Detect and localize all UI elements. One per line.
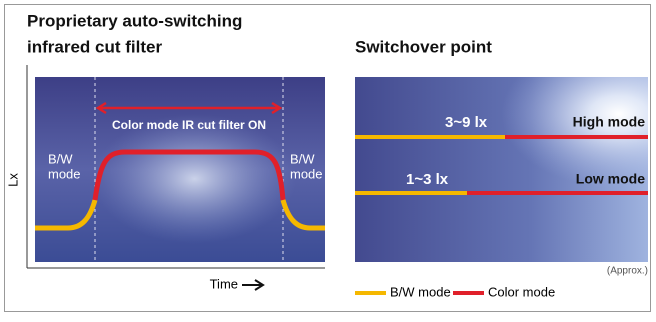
right-title: Switchover point (355, 37, 492, 56)
y-axis-label: Lx (5, 173, 20, 187)
high-range: 3~9 lx (445, 114, 488, 131)
high-label: High mode (573, 114, 646, 130)
mode-label: mode (48, 166, 81, 181)
note: (Approx.) (607, 266, 648, 277)
left-title: Proprietary auto-switching (27, 11, 242, 30)
mode-label: mode (290, 166, 323, 181)
low-range: 1~3 lx (406, 171, 449, 188)
mode-label: B/W (48, 151, 73, 166)
low-label: Low mode (576, 171, 645, 187)
sun-glow (355, 77, 648, 262)
arrow-label: Color mode IR cut filter ON (112, 118, 266, 132)
legend-label: Color mode (488, 284, 555, 299)
x-axis-label: Time (210, 276, 238, 291)
legend-label: B/W mode (390, 284, 451, 299)
diagram: Proprietary auto-switching infrared cut … (0, 0, 656, 317)
mode-label: B/W (290, 151, 315, 166)
left-title: infrared cut filter (27, 37, 162, 56)
time-arrow (242, 280, 263, 290)
